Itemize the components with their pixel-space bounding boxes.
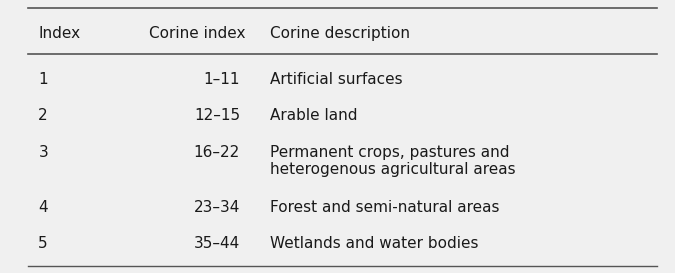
Text: 12–15: 12–15: [194, 108, 240, 123]
Text: 4: 4: [38, 200, 48, 215]
Text: Index: Index: [38, 26, 80, 41]
Text: 3: 3: [38, 145, 48, 160]
Text: 1: 1: [38, 72, 48, 87]
Text: 1–11: 1–11: [204, 72, 240, 87]
Text: 5: 5: [38, 236, 48, 251]
Text: Corine description: Corine description: [270, 26, 410, 41]
Text: Arable land: Arable land: [270, 108, 358, 123]
Text: 23–34: 23–34: [194, 200, 240, 215]
Text: 16–22: 16–22: [194, 145, 240, 160]
Text: Permanent crops, pastures and
heterogenous agricultural areas: Permanent crops, pastures and heterogeno…: [270, 145, 516, 177]
Text: 35–44: 35–44: [194, 236, 240, 251]
Text: 2: 2: [38, 108, 48, 123]
Text: Artificial surfaces: Artificial surfaces: [270, 72, 403, 87]
Text: Wetlands and water bodies: Wetlands and water bodies: [270, 236, 479, 251]
Text: Corine index: Corine index: [149, 26, 246, 41]
Text: Forest and semi-natural areas: Forest and semi-natural areas: [270, 200, 500, 215]
